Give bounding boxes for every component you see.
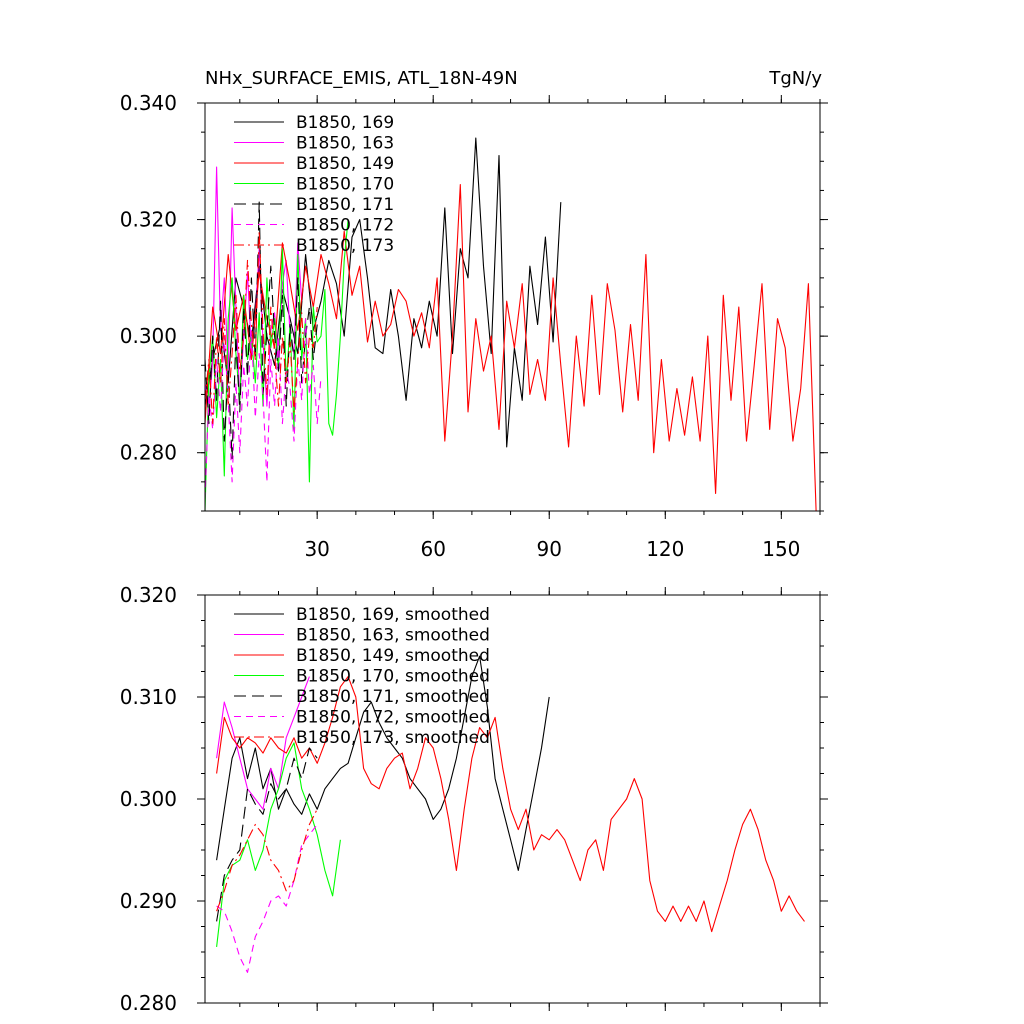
x-tick-label: 120 — [646, 537, 684, 561]
legend-label: B1850, 172, smoothed — [296, 708, 490, 728]
series-line-5 — [205, 201, 318, 460]
series-line-2 — [216, 676, 310, 810]
series-line-4 — [216, 742, 341, 947]
legend-label: B1850, 173, smoothed — [296, 728, 490, 748]
y-tick-label: 0.300 — [120, 324, 177, 348]
x-tick-label: 60 — [420, 537, 445, 561]
series-line-7 — [216, 808, 318, 912]
series-line-5 — [216, 747, 318, 922]
legend-label: B1850, 172 — [296, 216, 394, 236]
legend-label: B1850, 171 — [296, 195, 394, 215]
legend-label: B1850, 163, smoothed — [296, 626, 490, 646]
legend-label: B1850, 170, smoothed — [296, 667, 490, 687]
legend-label: B1850, 149, smoothed — [296, 646, 490, 666]
y-tick-label: 0.280 — [120, 441, 177, 465]
units-label: TgN/y — [768, 68, 822, 89]
series-line-6 — [205, 318, 322, 500]
legend-label: B1850, 170 — [296, 175, 394, 195]
series-line-4 — [205, 219, 349, 511]
legend-label: B1850, 171, smoothed — [296, 687, 490, 707]
series-group — [205, 137, 817, 511]
series-line-1 — [216, 655, 550, 871]
series-line-3 — [216, 676, 805, 933]
legend-label: B1850, 169, smoothed — [296, 605, 490, 625]
bottom-chart-panel: 0.280 0.290 0.300 0.310 0.320 B1850, 169, smo… — [120, 583, 828, 1015]
legend-label: B1850, 169 — [296, 113, 394, 133]
series-line-3 — [205, 184, 817, 511]
series-line-6 — [216, 824, 318, 973]
y-tick-label: 0.340 — [120, 91, 177, 115]
y-tick-label: 0.300 — [120, 787, 177, 811]
legend-label: B1850, 149 — [296, 154, 394, 174]
top-chart-panel: 0.280 0.300 0.320 0.340 30 60 90 120 150 B1850, 1… — [120, 91, 828, 561]
x-tick-label: 150 — [762, 537, 800, 561]
y-tick-label: 0.280 — [120, 991, 177, 1015]
series-line-1 — [205, 137, 562, 448]
y-tick-label: 0.320 — [120, 583, 177, 607]
legend-label: B1850, 173 — [296, 236, 394, 256]
chart-title: NHx_SURFACE_EMIS, ATL_18N-49N — [205, 68, 518, 89]
x-tick-label: 90 — [537, 537, 562, 561]
x-tick-label: 30 — [304, 537, 329, 561]
y-tick-label: 0.320 — [120, 208, 177, 232]
legend-label: B1850, 163 — [296, 134, 394, 154]
y-tick-label: 0.290 — [120, 889, 177, 913]
y-tick-label: 0.310 — [120, 685, 177, 709]
series-line-7 — [205, 230, 318, 425]
series-group — [216, 655, 805, 973]
